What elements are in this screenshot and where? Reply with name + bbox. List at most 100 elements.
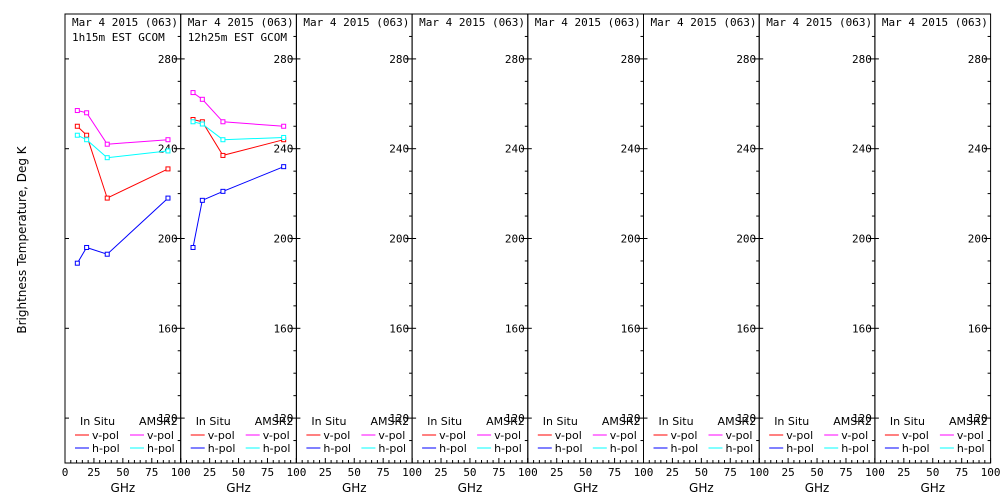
legend-label-in_situ_v: v-pol bbox=[671, 429, 698, 442]
x-axis-label: GHz bbox=[111, 481, 136, 495]
panel-title: Mar 4 2015 (063) bbox=[882, 16, 988, 29]
legend-label-amsr2_h: h-pol bbox=[263, 442, 291, 455]
x-tick-label: 75 bbox=[724, 466, 737, 479]
legend-label-amsr2_h: h-pol bbox=[726, 442, 754, 455]
y-tick-label: 280 bbox=[389, 53, 409, 66]
panel-2: Mar 4 2015 (063) 12h25m EST GCOM 120 160 200… bbox=[180, 13, 306, 495]
series-line-amsr2_v bbox=[77, 110, 169, 145]
legend-in-situ: In Situ bbox=[890, 415, 925, 428]
x-tick-label: 50 bbox=[579, 466, 592, 479]
legend-label-in_situ_h: h-pol bbox=[439, 442, 467, 455]
legend-label-in_situ_v: v-pol bbox=[92, 429, 119, 442]
legend-label-amsr2_h: h-pol bbox=[147, 442, 175, 455]
panel-title: Mar 4 2015 (063) bbox=[651, 16, 757, 29]
panel-1: Mar 4 2015 (063) 1h15m EST GCOM 120 160 200 2… bbox=[62, 13, 191, 495]
panel-5: Mar 4 2015 (063) 120 160 200 240 280 25 50 75 100… bbox=[527, 13, 653, 495]
panel-3: Mar 4 2015 (063) 120 160 200 240 280 25 50 75 100… bbox=[295, 13, 422, 495]
y-tick-label: 200 bbox=[505, 233, 525, 246]
legend-label-amsr2_v: v-pol bbox=[494, 429, 521, 442]
x-tick-label: 25 bbox=[666, 466, 679, 479]
legend-in-situ: In Situ bbox=[311, 415, 346, 428]
panel-title: Mar 4 2015 (063) bbox=[303, 16, 409, 29]
legend-label-in_situ_h: h-pol bbox=[786, 442, 814, 455]
legend-label-amsr2_v: v-pol bbox=[726, 429, 753, 442]
data-point-in_situ_v bbox=[104, 195, 110, 201]
legend-label-in_situ_v: v-pol bbox=[555, 429, 582, 442]
x-tick-label: 100 bbox=[286, 466, 306, 479]
legend-in-situ: In Situ bbox=[774, 415, 809, 428]
series-line-in_situ_v bbox=[76, 125, 169, 199]
legend-label-in_situ_h: h-pol bbox=[92, 442, 120, 455]
legend-label-amsr2_v: v-pol bbox=[957, 429, 984, 442]
y-tick-label: 240 bbox=[736, 143, 756, 156]
data-point-amsr2_v bbox=[74, 108, 80, 114]
y-tick-label: 160 bbox=[621, 322, 641, 335]
legend-amsr2: AMSR2 bbox=[949, 415, 988, 428]
y-tick-label: 120 bbox=[621, 412, 641, 425]
x-axis-label: GHz bbox=[458, 481, 483, 495]
x-tick-label: 75 bbox=[608, 466, 621, 479]
legend-label-amsr2_h: h-pol bbox=[610, 442, 638, 455]
data-point-amsr2_h bbox=[199, 121, 205, 127]
y-tick-label: 280 bbox=[968, 53, 988, 66]
y-tick-label: 240 bbox=[621, 143, 641, 156]
data-point-amsr2_v bbox=[104, 141, 110, 147]
y-tick-label: 120 bbox=[852, 412, 872, 425]
x-axis-label: GHz bbox=[342, 481, 367, 495]
legend-amsr2: AMSR2 bbox=[139, 415, 178, 428]
y-tick-label: 240 bbox=[389, 143, 409, 156]
x-tick-label: 75 bbox=[839, 466, 852, 479]
panel-subtitle: 1h15m EST GCOM bbox=[72, 31, 165, 44]
legend-amsr2: AMSR2 bbox=[718, 415, 757, 428]
y-tick-label: 120 bbox=[158, 412, 178, 425]
series-line-amsr2_h bbox=[77, 134, 169, 159]
legend-in-situ: In Situ bbox=[543, 415, 578, 428]
legend-label-in_situ_v: v-pol bbox=[323, 429, 350, 442]
x-tick-label: 100 bbox=[749, 466, 769, 479]
y-tick-label: 200 bbox=[621, 233, 641, 246]
x-tick-label: 0 bbox=[62, 466, 69, 479]
x-tick-label: 100 bbox=[171, 466, 191, 479]
data-point-in_situ_v bbox=[84, 132, 90, 138]
y-tick-label: 120 bbox=[274, 412, 294, 425]
y-tick-label: 160 bbox=[736, 322, 756, 335]
legend-in-situ: In Situ bbox=[196, 415, 231, 428]
panel-title: Mar 4 2015 (063) bbox=[72, 16, 178, 29]
data-point-in_situ_h bbox=[199, 197, 205, 203]
y-tick-label: 120 bbox=[968, 412, 988, 425]
data-point-amsr2_h bbox=[220, 137, 226, 143]
panel-4: Mar 4 2015 (063) 120 160 200 240 280 25 50 75 100… bbox=[411, 13, 538, 495]
x-tick-label: 75 bbox=[261, 466, 274, 479]
panel-7: Mar 4 2015 (063) 120 160 200 240 280 25 50 75 100… bbox=[758, 13, 885, 495]
x-axis-label: GHz bbox=[226, 481, 251, 495]
x-axis-label: GHz bbox=[573, 481, 598, 495]
data-point-amsr2_h bbox=[165, 148, 171, 154]
x-tick-label: 50 bbox=[810, 466, 823, 479]
data-point-in_situ_h bbox=[165, 195, 171, 201]
x-tick-label: 100 bbox=[865, 466, 885, 479]
legend-label-in_situ_h: h-pol bbox=[671, 442, 699, 455]
legend-in-situ: In Situ bbox=[80, 415, 115, 428]
legend-label-amsr2_h: h-pol bbox=[378, 442, 406, 455]
x-tick-label: 50 bbox=[232, 466, 245, 479]
y-tick-label: 280 bbox=[621, 53, 641, 66]
y-tick-label: 200 bbox=[736, 233, 756, 246]
data-point-in_situ_h bbox=[84, 244, 90, 250]
data-point-amsr2_v bbox=[190, 90, 196, 96]
y-tick-label: 200 bbox=[274, 233, 294, 246]
y-tick-label: 120 bbox=[736, 412, 756, 425]
y-tick-label: 280 bbox=[505, 53, 525, 66]
legend-amsr2: AMSR2 bbox=[486, 415, 525, 428]
y-tick-label: 280 bbox=[852, 53, 872, 66]
legend-label-in_situ_v: v-pol bbox=[208, 429, 235, 442]
data-point-amsr2_v bbox=[220, 119, 226, 125]
legend-label-in_situ_h: h-pol bbox=[555, 442, 583, 455]
data-point-amsr2_v bbox=[165, 137, 171, 143]
legend-label-in_situ_v: v-pol bbox=[439, 429, 466, 442]
panel-subtitle: 12h25m EST GCOM bbox=[188, 31, 288, 44]
series-line-in_situ_h bbox=[76, 197, 169, 264]
y-tick-label: 280 bbox=[158, 53, 178, 66]
x-tick-label: 25 bbox=[203, 466, 216, 479]
y-tick-label: 160 bbox=[274, 322, 294, 335]
